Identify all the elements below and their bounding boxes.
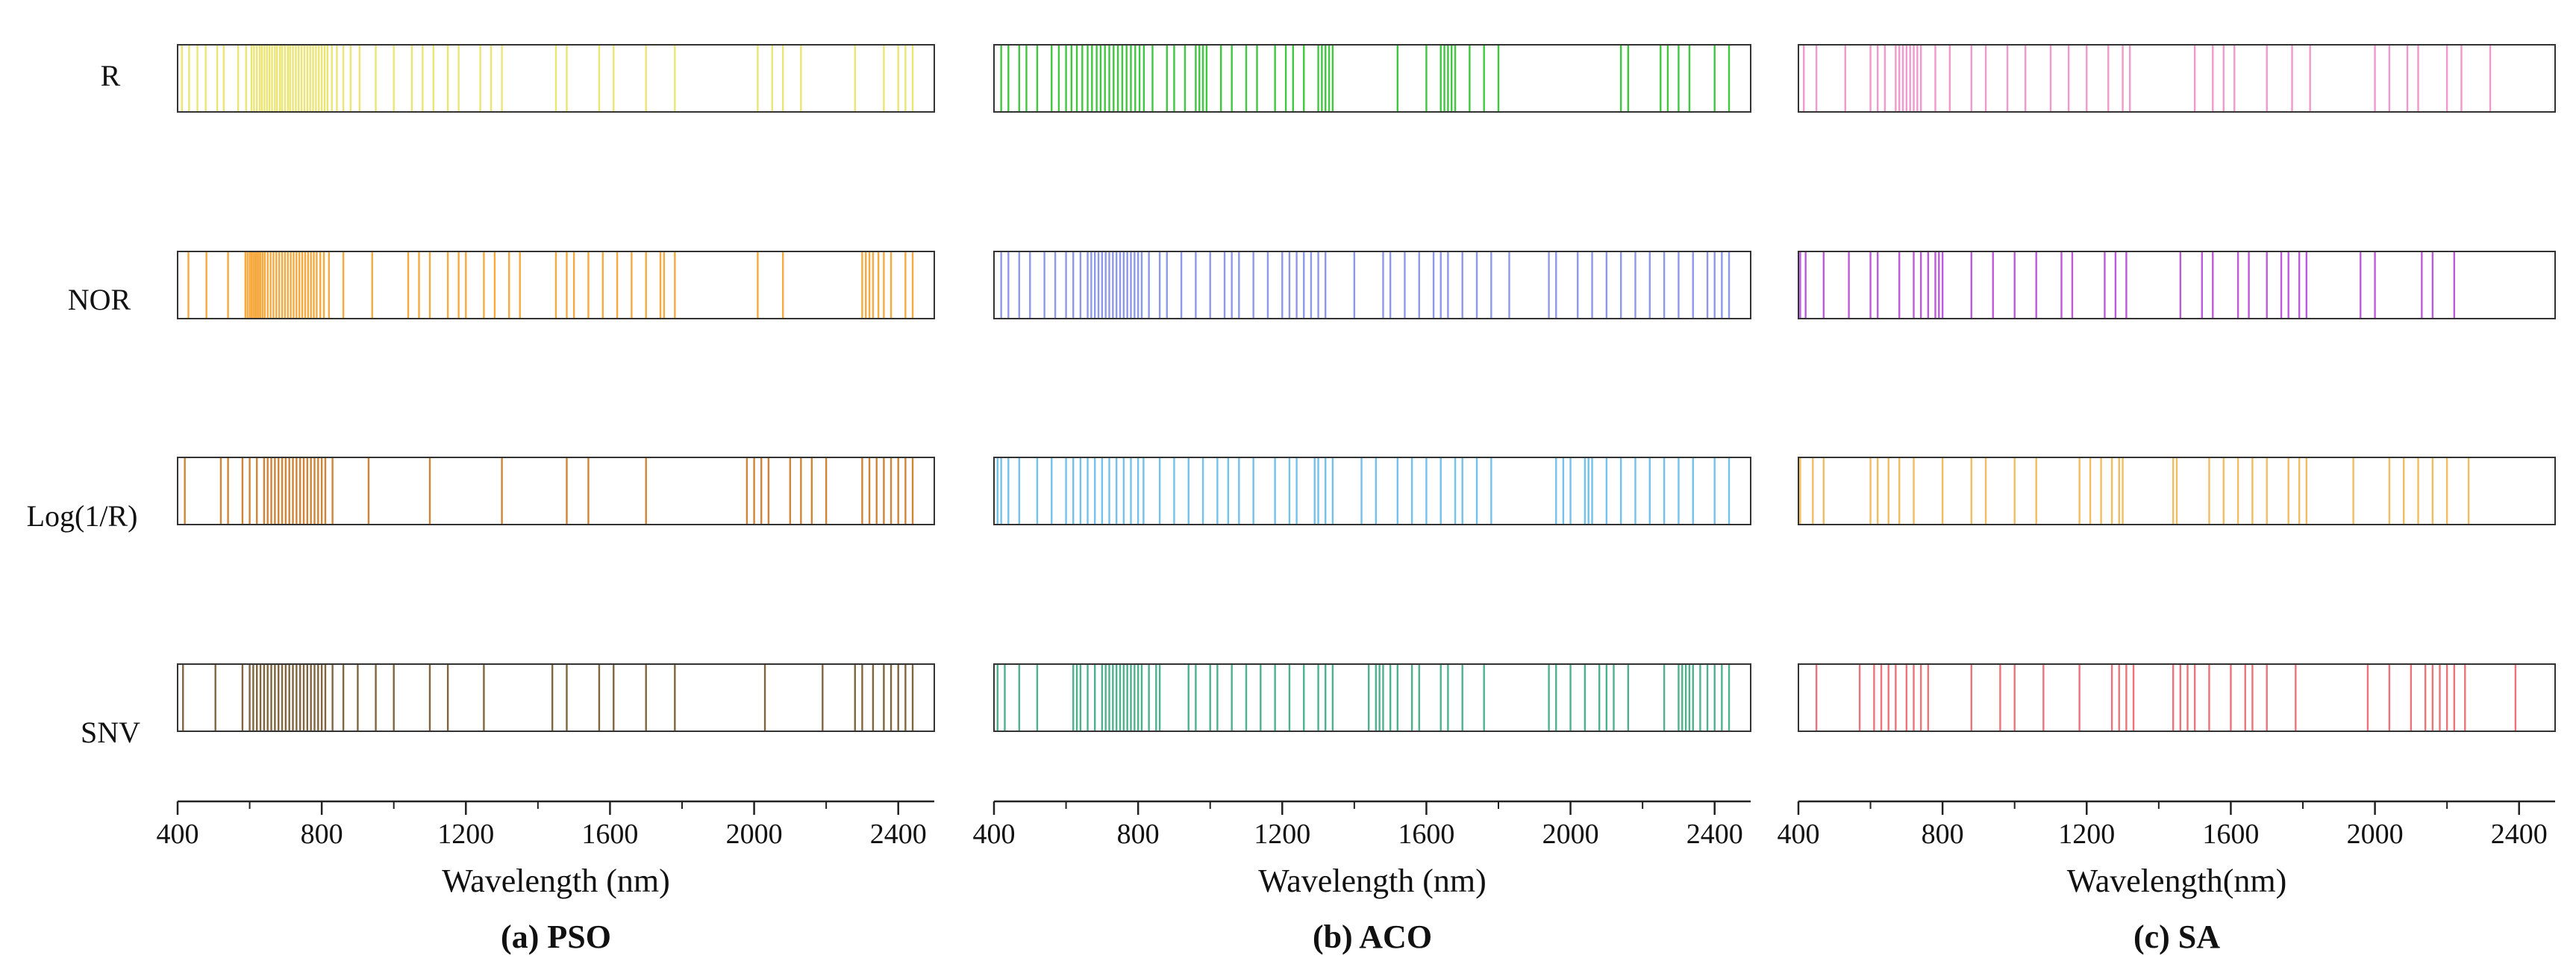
panel-0: 400 800 1200 1600 2000 2400 Wavelength (nm) (a)…: [157, 44, 935, 955]
row-labels: R NOR Log(1/R) SNV: [27, 59, 141, 749]
x-tick-label: 2400: [870, 819, 927, 850]
x-axis-0: 400 800 1200 1600 2000 2400: [157, 800, 934, 850]
strip-frame: [1798, 251, 2556, 319]
panel-1-row-1: [993, 251, 1751, 319]
x-tick-label: 400: [157, 819, 199, 850]
strip-frame: [993, 457, 1751, 525]
panel-2: 400 800 1200 1600 2000 2400 Wavelength(nm) (c) …: [1778, 44, 2556, 955]
strip-frame: [1798, 457, 2556, 525]
x-axis-title: Wavelength (nm): [442, 863, 670, 899]
row-label-1: NOR: [68, 283, 131, 316]
x-tick-label: 2400: [1686, 819, 1743, 850]
x-tick-label: 800: [1117, 819, 1160, 850]
x-tick-label: 1600: [2202, 819, 2259, 850]
row-label-0: R: [101, 59, 121, 93]
panel-caption: (c) SA: [2133, 919, 2220, 955]
strip-frame: [177, 44, 935, 113]
panel-0-row-3: [177, 663, 935, 732]
x-axis-1: 400 800 1200 1600 2000 2400: [973, 800, 1751, 850]
x-tick-label: 800: [1922, 819, 1964, 850]
panel-caption: (b) ACO: [1313, 919, 1432, 955]
x-tick-label: 2000: [726, 819, 783, 850]
x-tick-label: 1200: [2058, 819, 2115, 850]
strip-frame: [177, 457, 935, 525]
row-label-2: Log(1/R): [27, 499, 138, 533]
strip-frame: [1798, 44, 2556, 113]
x-tick-label: 2400: [2491, 819, 2548, 850]
x-tick-label: 800: [301, 819, 343, 850]
x-tick-label: 400: [973, 819, 1016, 850]
panel-2-row-3: [1798, 663, 2556, 732]
row-label-3: SNV: [81, 716, 140, 749]
x-tick-label: 1600: [1398, 819, 1454, 850]
strip-frame: [993, 44, 1751, 113]
panel-0-row-2: [177, 457, 935, 525]
strip-frame: [1798, 663, 2556, 732]
strip-frame: [993, 251, 1751, 319]
panels: 400 800 1200 1600 2000 2400 Wavelength (nm) (a)…: [157, 44, 2556, 955]
x-axis-title: Wavelength (nm): [1258, 863, 1486, 899]
panel-caption: (a) PSO: [501, 919, 611, 955]
x-axis-2: 400 800 1200 1600 2000 2400: [1778, 800, 2555, 850]
panel-1-row-0: [993, 44, 1751, 113]
panel-2-row-2: [1798, 457, 2556, 525]
panel-1-row-2: [993, 457, 1751, 525]
panel-2-row-0: [1798, 44, 2556, 113]
x-axis-title: Wavelength(nm): [2067, 863, 2287, 899]
panel-2-row-1: [1798, 251, 2556, 319]
strip-frame: [177, 663, 935, 732]
x-tick-label: 1200: [437, 819, 494, 850]
x-tick-label: 1200: [1254, 819, 1310, 850]
x-tick-label: 2000: [1542, 819, 1599, 850]
panel-1: 400 800 1200 1600 2000 2400 Wavelength (nm) (b)…: [973, 44, 1751, 955]
panel-0-row-0: [177, 44, 935, 113]
x-tick-label: 2000: [2347, 819, 2404, 850]
strip-frame: [177, 251, 935, 319]
x-tick-label: 400: [1778, 819, 1820, 850]
x-tick-label: 1600: [581, 819, 638, 850]
panel-0-row-1: [177, 251, 935, 319]
panel-1-row-3: [993, 663, 1751, 732]
strip-frame: [993, 663, 1751, 732]
